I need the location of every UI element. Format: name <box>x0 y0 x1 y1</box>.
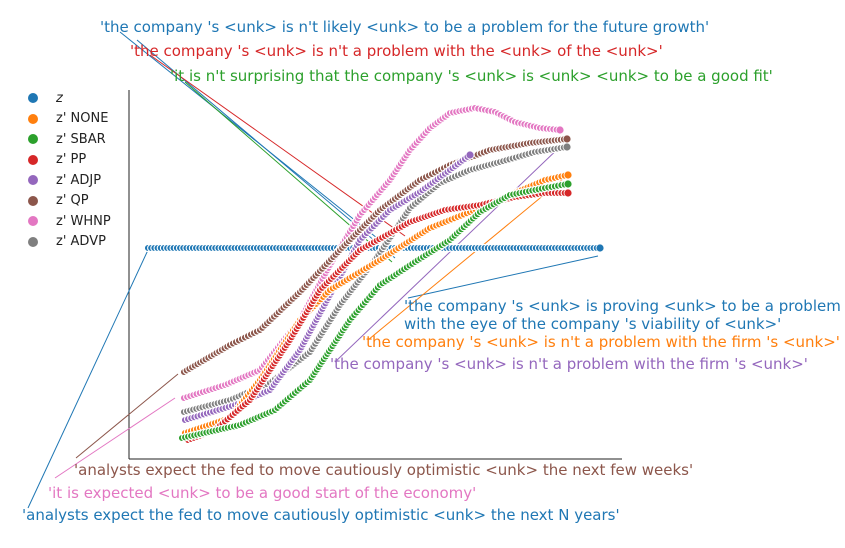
annotation-top-blue: 'the company 's <unk> is n't likely <unk… <box>100 18 710 36</box>
series-layer <box>143 103 605 445</box>
legend-label: z' NONE <box>56 111 109 127</box>
annotation-mid-blue: 'the company 's <unk> is proving <unk> t… <box>404 297 841 333</box>
legend-marker <box>28 154 38 165</box>
legend-marker <box>28 134 38 145</box>
series-z-sbar <box>177 179 573 443</box>
legend-item-z: z <box>28 88 111 109</box>
legend-marker <box>28 175 38 186</box>
legend-item-none: z' NONE <box>28 109 111 130</box>
legend-marker <box>28 216 38 227</box>
legend-item-adjp: z' ADJP <box>28 170 111 191</box>
legend-marker <box>28 236 38 247</box>
series-z-adjp <box>180 150 475 425</box>
annotation-top-green: 'it is n't surprising that the company '… <box>170 67 773 85</box>
legend-marker <box>28 195 38 206</box>
annotation-mid-orange: 'the company 's <unk> is n't a problem w… <box>362 333 840 351</box>
annotation-bottom-blue: 'analysts expect the fed to move cautiou… <box>22 506 620 524</box>
data-point <box>465 150 475 160</box>
data-point <box>563 170 573 180</box>
series-z-qp <box>179 134 572 377</box>
annotation-connector <box>75 373 179 459</box>
annotation-connector <box>367 174 569 341</box>
legend-item-pp: z' PP <box>28 150 111 171</box>
legend-item-sbar: z' SBAR <box>28 129 111 150</box>
legend-label: z' PP <box>56 152 87 168</box>
legend-item-qp: z' QP <box>28 191 111 212</box>
legend-label: z' QP <box>56 193 89 209</box>
legend-item-advp: z' ADVP <box>28 232 111 253</box>
data-point <box>563 179 573 189</box>
legend-label: z' ADVP <box>56 234 106 250</box>
annotation-connector <box>149 54 406 237</box>
annotation-bottom-brown: 'analysts expect the fed to move cautiou… <box>74 461 694 479</box>
annotation-connector <box>54 397 176 479</box>
legend-marker <box>28 93 38 104</box>
annotation-mid-purple: 'the company 's <unk> is n't a problem w… <box>330 355 808 373</box>
legend-label: z' WHNP <box>56 213 111 229</box>
annotation-connector <box>27 249 149 509</box>
legend-label: z' SBAR <box>56 131 106 147</box>
legend-item-whnp: z' WHNP <box>28 211 111 232</box>
annotation-connectors <box>27 31 599 509</box>
data-point <box>562 134 572 144</box>
legend-label: z <box>56 90 63 106</box>
data-point <box>562 142 572 152</box>
annotation-top-red: 'the company 's <unk> is n't a problem w… <box>130 42 663 60</box>
annotation-connector <box>407 255 599 299</box>
legend-label: z' ADJP <box>56 172 102 188</box>
data-point <box>595 243 605 253</box>
annotation-bottom-pink: 'it is expected <unk> to be a good start… <box>48 484 477 502</box>
data-point <box>555 125 565 135</box>
legend-marker <box>28 113 38 124</box>
legend: z z' NONE z' SBAR z' PP z' ADJP z' QP z'… <box>28 88 111 252</box>
data-point <box>563 188 573 198</box>
